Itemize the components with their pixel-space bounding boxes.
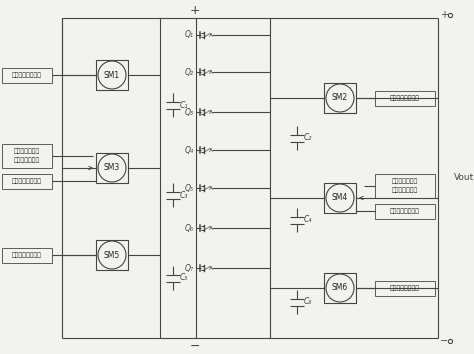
Text: Vout: Vout <box>454 172 474 182</box>
Bar <box>2 173 52 188</box>
Text: Q₆: Q₆ <box>185 223 194 233</box>
Text: 受到阴影或弱光: 受到阴影或弱光 <box>14 149 40 154</box>
Bar <box>96 240 128 270</box>
Circle shape <box>326 184 354 212</box>
Bar <box>2 68 52 82</box>
Text: Q₁: Q₁ <box>185 30 194 40</box>
Text: 温度、光强、电压: 温度、光强、电压 <box>390 208 420 214</box>
Text: C₂: C₂ <box>304 133 312 143</box>
Text: +: + <box>190 4 201 17</box>
Text: C₅: C₅ <box>180 274 188 282</box>
Bar <box>324 273 356 303</box>
Text: Q₄: Q₄ <box>185 145 194 154</box>
Text: −: − <box>190 339 200 353</box>
Text: SM2: SM2 <box>332 93 348 103</box>
Circle shape <box>98 61 126 89</box>
Text: 温度、光强、电压: 温度、光强、电压 <box>12 252 42 258</box>
Circle shape <box>98 241 126 269</box>
Bar <box>2 144 52 168</box>
Bar <box>375 91 435 105</box>
Text: SM4: SM4 <box>332 194 348 202</box>
Bar <box>375 204 435 218</box>
Text: 条件下的电池串: 条件下的电池串 <box>392 188 418 193</box>
Text: 温度、光强、电压: 温度、光强、电压 <box>390 95 420 101</box>
Bar <box>375 280 435 296</box>
Bar <box>375 174 435 198</box>
Text: 温度、光强、电压: 温度、光强、电压 <box>12 178 42 184</box>
Text: +: + <box>440 10 448 20</box>
Text: SM3: SM3 <box>104 164 120 172</box>
Text: Q₇: Q₇ <box>185 263 194 273</box>
Text: C₃: C₃ <box>180 190 188 200</box>
Circle shape <box>326 274 354 302</box>
Bar <box>324 83 356 113</box>
Circle shape <box>326 84 354 112</box>
Bar <box>324 183 356 213</box>
Text: −: − <box>440 336 448 346</box>
Text: SM6: SM6 <box>332 284 348 292</box>
Bar <box>96 153 128 183</box>
Bar <box>96 60 128 90</box>
Text: 温度、光强、电压: 温度、光强、电压 <box>12 72 42 78</box>
Text: 条件下的电池串: 条件下的电池串 <box>14 158 40 163</box>
Text: Q₃: Q₃ <box>185 108 194 116</box>
Text: SM1: SM1 <box>104 70 120 80</box>
Text: C₁: C₁ <box>180 101 188 109</box>
Bar <box>2 247 52 263</box>
Text: 受到阴影或弱光: 受到阴影或弱光 <box>392 179 418 184</box>
Text: C₄: C₄ <box>304 216 312 224</box>
Circle shape <box>98 154 126 182</box>
Text: 温度、光强、电压: 温度、光强、电压 <box>390 285 420 291</box>
Text: SM5: SM5 <box>104 251 120 259</box>
Text: Q₅: Q₅ <box>185 183 194 193</box>
Text: Q₂: Q₂ <box>185 68 194 76</box>
Text: C₆: C₆ <box>304 297 312 307</box>
